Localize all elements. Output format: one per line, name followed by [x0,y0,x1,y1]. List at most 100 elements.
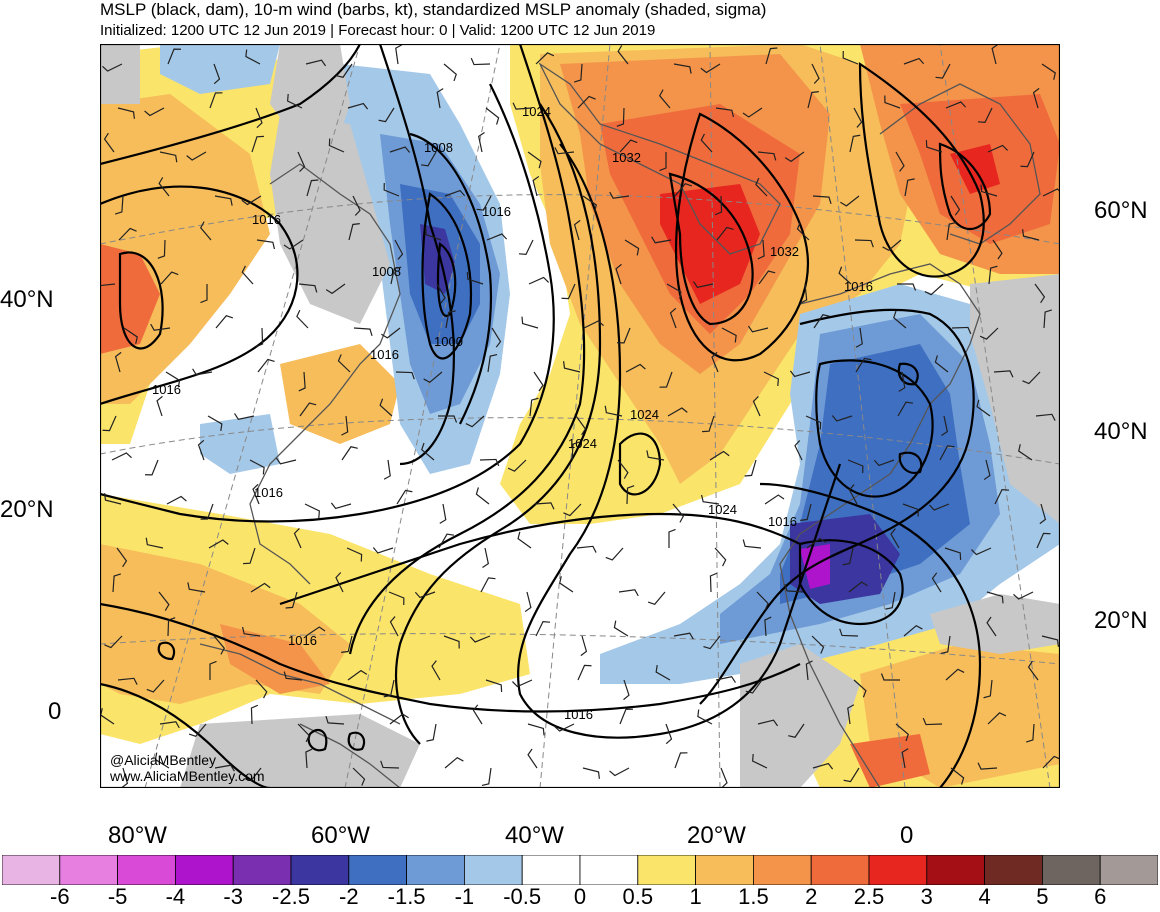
wind-barb [532,175,540,197]
wind-barb [582,767,601,779]
wind-barb [873,459,895,467]
colorbar-tick-label: 0.5 [622,884,654,909]
wind-barb [420,151,437,167]
wind-barb [895,151,905,172]
wind-barb [485,107,500,125]
wind-barb [524,591,532,613]
wind-barb [1043,309,1052,329]
wind-barb [903,624,923,637]
wind-barb [812,195,832,204]
wind-barb [215,315,234,329]
wind-barb [486,233,508,241]
wind-barb [697,709,713,725]
wind-barb [425,227,442,241]
wind-barb [987,144,1009,153]
wind-barb [383,182,400,197]
wind-barb [843,767,860,783]
map-frame [100,44,1060,788]
contour-label: 1008 [424,140,453,155]
anomaly-positive-africa-peak [850,734,930,788]
wind-barb [521,316,539,329]
lat-label-left: 20°N [0,496,54,523]
colorbar-tick-label: -1 [454,884,475,909]
anomaly-negative-gulf [200,414,280,474]
wind-barb [626,485,635,505]
wind-barb [988,265,998,285]
wind-barb [573,219,581,241]
colorbar-swatch [1099,855,1158,885]
wind-barb [145,537,164,549]
wind-barb [951,326,972,335]
wind-barb [485,679,503,692]
colorbar-tick-label: -1.5 [387,884,426,909]
wind-barb [346,547,363,562]
wind-barb [214,764,235,772]
colorbar-swatch [348,855,407,885]
colorbar-tick-label: 1 [689,884,702,909]
wind-barb [252,483,260,505]
wind-barb [436,283,446,304]
wind-barb [118,227,137,241]
wind-barb [895,723,909,742]
wind-barb [100,283,116,287]
wind-barb [438,533,455,549]
contour-label: 1024 [522,104,551,119]
wind-barb [347,102,369,110]
wind-barb [1042,188,1060,197]
wind-barb [1021,229,1040,241]
colorbar-tick-label: -4 [165,884,186,909]
wind-barb [305,748,313,769]
wind-barb [381,327,401,339]
wind-barb [703,635,721,650]
colorbar-tick-label: 6 [1094,884,1107,909]
wind-barb [646,450,665,461]
wind-barb [517,531,532,549]
wind-barb [347,669,368,681]
wind-barb [1039,503,1047,525]
wind-barb [928,503,950,511]
wind-barb [715,107,735,118]
wind-barb [669,307,677,329]
wind-barb [241,626,261,637]
wind-barb [104,635,123,649]
wind-barb [102,63,123,72]
wind-barb [922,717,943,726]
wind-barb [747,325,769,333]
contour-label: 1024 [630,407,659,422]
wind-barb [805,660,813,681]
wind-barb [977,762,998,770]
colorbar-tick-label: -2 [339,884,359,909]
wind-barb [481,767,492,787]
wind-barb [1027,660,1039,681]
wind-barb [304,503,321,519]
contour-label: 1016 [564,707,593,722]
wind-barb [571,441,580,461]
wind-barb [577,664,592,681]
wind-barb [561,283,576,300]
wind-barb [283,671,303,681]
wind-barb [659,371,673,388]
wind-barb [445,310,456,329]
wind-barb [613,620,629,637]
wind-barb [574,63,583,83]
wind-barb [700,494,720,505]
credit-website: www.AliciaMBentley.com [110,768,265,784]
wind-barb [624,239,640,256]
weather-map: 1024 1008 1016 1032 1016 1008 1032 1016 … [100,44,1060,788]
wind-barb [389,616,399,637]
wind-barb [325,716,345,725]
wind-barb [298,283,318,293]
wind-barb [472,704,483,725]
wind-barb [470,57,491,66]
wind-barb [207,415,223,432]
wind-barb [348,222,360,241]
wind-barb [330,502,352,510]
wind-barb [1035,413,1056,421]
wind-barb [715,676,736,683]
wind-barb [166,495,187,505]
wind-barb [512,102,533,110]
wind-barb [658,89,671,109]
contour-label: 1016 [370,347,399,362]
colorbar-swatch [926,855,985,885]
contour-label: 1032 [612,150,641,165]
